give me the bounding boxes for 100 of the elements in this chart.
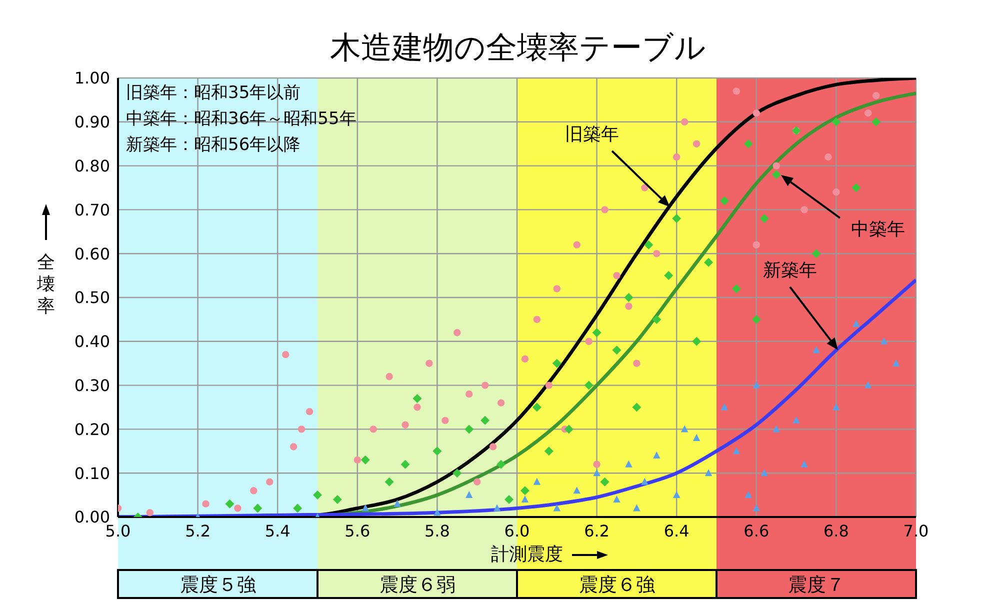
point: [760, 214, 769, 223]
point: [652, 314, 662, 324]
point: [593, 460, 600, 468]
point: [812, 249, 821, 258]
y-tick-label: 0.60: [74, 244, 110, 264]
point: [772, 162, 780, 170]
point: [744, 139, 753, 148]
x-tick-label: 6.6: [744, 521, 770, 540]
x-tick-label: 6.0: [504, 521, 530, 540]
point: [533, 478, 541, 485]
point: [362, 504, 369, 512]
point: [664, 271, 674, 280]
point: [370, 426, 377, 433]
point: [454, 329, 461, 336]
point: [489, 443, 497, 450]
point: [644, 240, 654, 250]
point: [632, 402, 642, 412]
point: [464, 424, 474, 434]
y-tick-label: 0.20: [74, 420, 110, 439]
point: [360, 455, 370, 464]
point: [692, 336, 702, 346]
point: [800, 206, 808, 214]
point: [752, 504, 760, 512]
point: [553, 285, 560, 292]
point: [812, 346, 820, 354]
point: [800, 460, 808, 468]
point: [504, 494, 514, 504]
point: [653, 452, 660, 459]
point: [752, 241, 760, 248]
point: [426, 360, 433, 367]
point: [225, 499, 234, 508]
y-tick-label: 0.40: [74, 332, 110, 352]
point: [864, 110, 872, 117]
point: [613, 272, 620, 280]
point: [732, 284, 741, 294]
x-tick-label: 6.2: [584, 521, 610, 540]
point: [146, 509, 154, 516]
y-axis-title: 全壊率: [36, 252, 55, 317]
point: [641, 184, 648, 192]
x-tick-label: 6.8: [823, 521, 849, 540]
point: [434, 508, 441, 516]
point: [680, 118, 688, 126]
point: [402, 421, 409, 428]
point: [432, 446, 442, 456]
point: [672, 214, 682, 223]
point: [852, 320, 860, 327]
point: [673, 153, 680, 161]
annotation: 中築年：昭和36年～昭和55年: [126, 109, 356, 129]
y-tick-label: 0.80: [74, 156, 110, 176]
point: [680, 425, 688, 432]
point: [872, 92, 880, 100]
point: [585, 338, 592, 345]
point: [625, 460, 632, 468]
point: [641, 478, 648, 485]
y-tick-label: 1.00: [74, 68, 110, 88]
point: [720, 403, 728, 410]
x-tick-label: 5.6: [344, 521, 370, 540]
point: [332, 494, 342, 504]
point: [313, 490, 322, 500]
band-label: 震度５強: [180, 574, 256, 596]
x-axis-title: 計測震度: [491, 544, 563, 565]
point: [625, 302, 632, 310]
point: [533, 316, 541, 324]
point: [521, 355, 529, 363]
point: [732, 88, 740, 95]
point: [466, 390, 473, 398]
y-tick-label: 0.10: [74, 464, 110, 483]
point: [466, 491, 473, 498]
point: [633, 504, 640, 512]
point: [481, 382, 489, 389]
point: [384, 477, 394, 486]
point: [832, 188, 840, 196]
y-tick-label: 0.70: [74, 200, 110, 220]
y-tick-label: 0.30: [74, 376, 110, 395]
point: [442, 416, 449, 424]
point: [266, 478, 274, 486]
annotation: 中築年: [851, 219, 905, 240]
point: [250, 487, 258, 494]
x-tick-label: 5.4: [264, 521, 290, 540]
point: [414, 404, 421, 411]
point: [601, 206, 608, 214]
point: [752, 110, 760, 117]
point: [852, 183, 861, 192]
band-label: 震度７: [788, 574, 845, 596]
point: [832, 403, 840, 410]
point: [520, 486, 530, 496]
point: [553, 504, 560, 512]
point: [293, 504, 302, 513]
point: [792, 416, 800, 424]
point: [824, 153, 832, 161]
point: [573, 241, 580, 248]
point: [493, 504, 501, 512]
point: [480, 416, 490, 425]
point: [298, 426, 306, 433]
point: [497, 399, 505, 406]
annotation: 新築年: [763, 260, 817, 281]
point: [760, 469, 768, 476]
point: [612, 346, 622, 355]
point: [600, 477, 610, 486]
point: [584, 380, 594, 390]
